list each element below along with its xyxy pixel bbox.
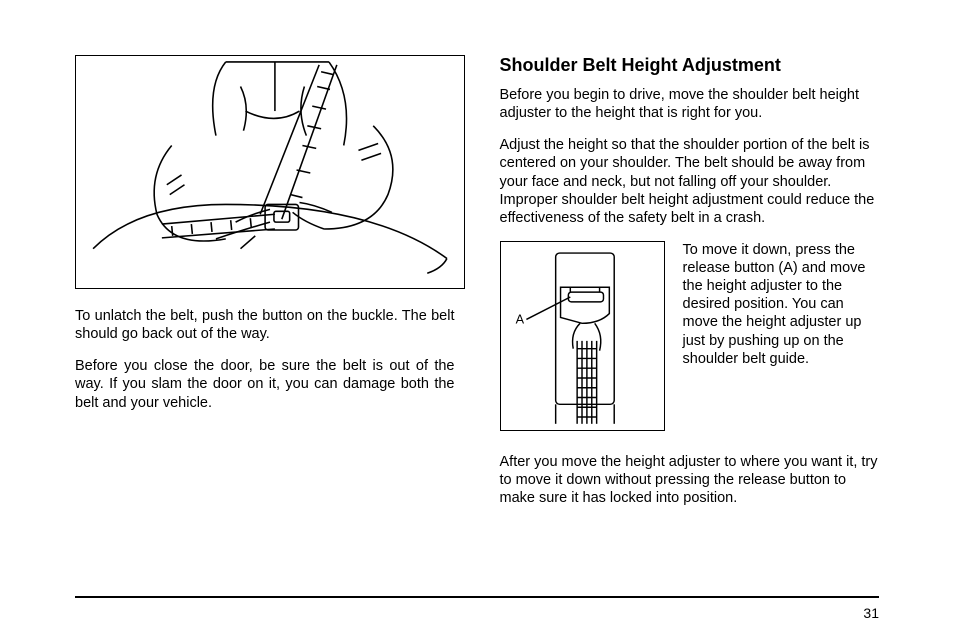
manual-page: To unlatch the belt, push the button on … <box>0 0 954 636</box>
callout-label-a: A <box>515 312 524 326</box>
adjust-intro-text: Before you begin to drive, move the shou… <box>500 86 880 122</box>
adjust-figure-block: A To move it down, press the release but… <box>500 241 880 437</box>
door-warning-text: Before you close the door, be sure the b… <box>75 357 455 411</box>
height-adjuster-illustration: A <box>500 241 665 431</box>
left-column: To unlatch the belt, push the button on … <box>75 55 455 606</box>
seat-belt-svg <box>77 57 463 287</box>
seat-belt-illustration <box>75 55 465 289</box>
height-adjuster-svg: A <box>502 243 663 429</box>
unlatch-instruction-text: To unlatch the belt, push the button on … <box>75 307 455 343</box>
lock-check-text: After you move the height adjuster to wh… <box>500 453 880 507</box>
adjust-detail-text: Adjust the height so that the shoulder p… <box>500 136 880 227</box>
right-column: Shoulder Belt Height Adjustment Before y… <box>500 55 880 606</box>
page-number: 31 <box>863 605 879 621</box>
section-heading: Shoulder Belt Height Adjustment <box>500 55 880 76</box>
footer-rule <box>75 596 879 598</box>
